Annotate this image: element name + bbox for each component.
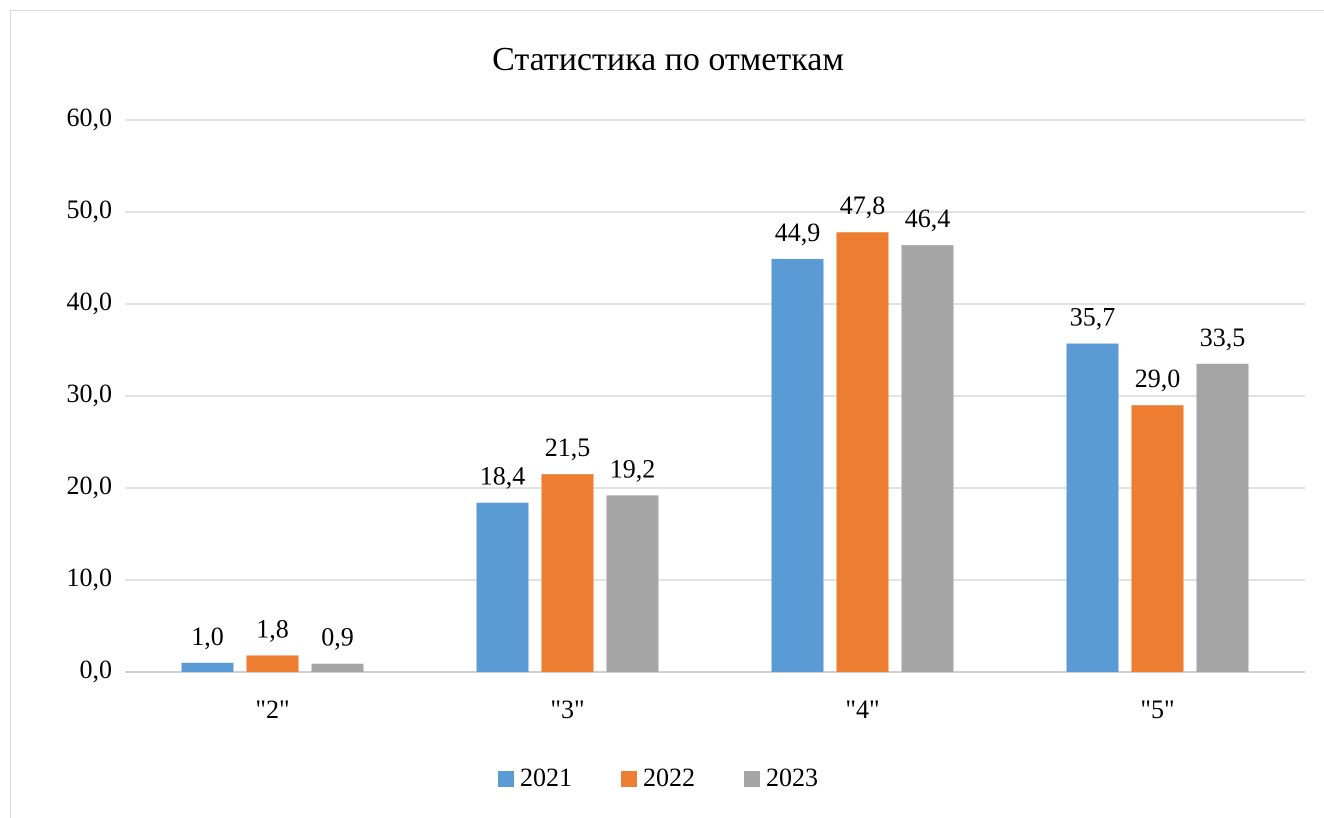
value-label: 19,2	[610, 454, 656, 483]
bar	[1196, 363, 1249, 672]
legend-swatch	[621, 771, 637, 787]
bar	[311, 663, 364, 672]
value-label: 1,0	[191, 622, 224, 651]
value-label: 18,4	[480, 462, 526, 491]
legend-label: 2023	[766, 763, 818, 792]
value-label: 44,9	[775, 218, 821, 247]
value-label: 46,4	[905, 204, 951, 233]
bar	[901, 245, 954, 672]
x-tick-label: "2"	[255, 695, 289, 724]
bar	[771, 258, 824, 672]
bar	[1066, 343, 1119, 672]
legend-swatch	[744, 771, 760, 787]
legend-label: 2021	[520, 763, 572, 792]
y-tick-label: 40,0	[67, 287, 113, 316]
chart-title: Статистика по отметкам	[492, 41, 844, 78]
y-tick-label: 50,0	[67, 195, 113, 224]
y-tick-label: 60,0	[67, 103, 113, 132]
x-tick-label: "4"	[845, 695, 879, 724]
value-label: 47,8	[840, 191, 886, 220]
legend-swatch	[498, 771, 514, 787]
bar	[246, 655, 299, 672]
bar	[836, 232, 889, 673]
legend-label: 2022	[643, 763, 695, 792]
bar	[181, 662, 234, 672]
value-label: 29,0	[1135, 364, 1181, 393]
chart-border	[10, 10, 1324, 818]
value-label: 0,9	[321, 623, 354, 652]
bar	[476, 502, 529, 672]
value-label: 21,5	[545, 433, 591, 462]
x-tick-label: "5"	[1140, 695, 1174, 724]
x-tick-label: "3"	[550, 695, 584, 724]
y-tick-label: 20,0	[67, 471, 113, 500]
bar	[541, 474, 594, 672]
bar	[1131, 405, 1184, 672]
bar	[606, 495, 659, 672]
y-tick-label: 0,0	[80, 655, 113, 684]
value-label: 35,7	[1070, 303, 1116, 332]
y-tick-label: 30,0	[67, 379, 113, 408]
value-label: 33,5	[1200, 323, 1246, 352]
y-tick-label: 10,0	[67, 563, 113, 592]
value-label: 1,8	[256, 614, 289, 643]
